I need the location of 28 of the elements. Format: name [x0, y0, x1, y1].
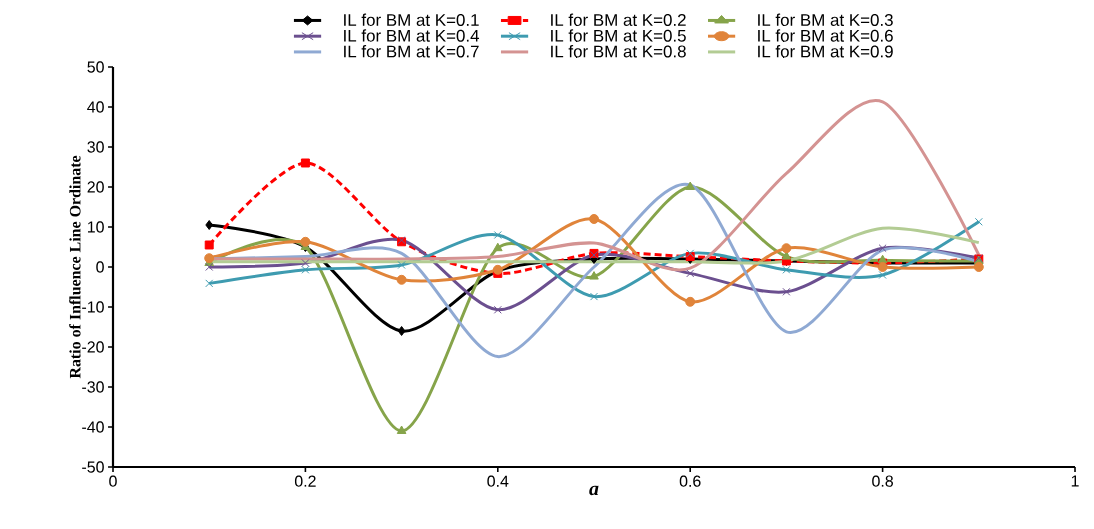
legend-label: IL for BM at K=0.7 [344, 45, 479, 58]
y-tick-label: -30 [82, 381, 104, 393]
legend-label: IL for BM at K=0.3 [758, 13, 893, 26]
y-tick-label: 40 [87, 101, 104, 113]
y-tick-label: -20 [82, 341, 104, 353]
legend-label: IL for BM at K=0.5 [551, 29, 686, 42]
y-axis-title: Ratio of Influence Line Ordinate [69, 155, 81, 379]
x-tick-label: 0.4 [487, 475, 509, 487]
legend-label: IL for BM at K=0.8 [551, 45, 686, 58]
legend-label: IL for BM at K=0.2 [551, 13, 686, 26]
legend-label: IL for BM at K=0.9 [758, 45, 893, 58]
legend-label: IL for BM at K=0.6 [758, 29, 893, 42]
y-tick-label: 20 [87, 181, 104, 193]
x-axis-title: a [589, 485, 599, 496]
y-tick-label: 10 [87, 221, 104, 233]
x-tick-label: 0.6 [679, 475, 701, 487]
x-tick-label: 0.8 [872, 475, 893, 487]
x-tick-label: 0.2 [294, 475, 316, 487]
legend-label: IL for BM at K=0.4 [344, 29, 480, 42]
x-tick-label: 1 [1071, 475, 1079, 487]
legend-label: IL for BM at K=0.1 [344, 13, 479, 26]
y-tick-label: 30 [87, 141, 104, 153]
x-tick-label: 0 [109, 475, 117, 487]
y-tick-label: -50 [82, 461, 104, 473]
y-tick-label: -10 [82, 301, 104, 313]
y-tick-label: 50 [87, 61, 104, 73]
y-tick-label: 0 [96, 261, 104, 273]
y-tick-label: -40 [82, 421, 104, 433]
